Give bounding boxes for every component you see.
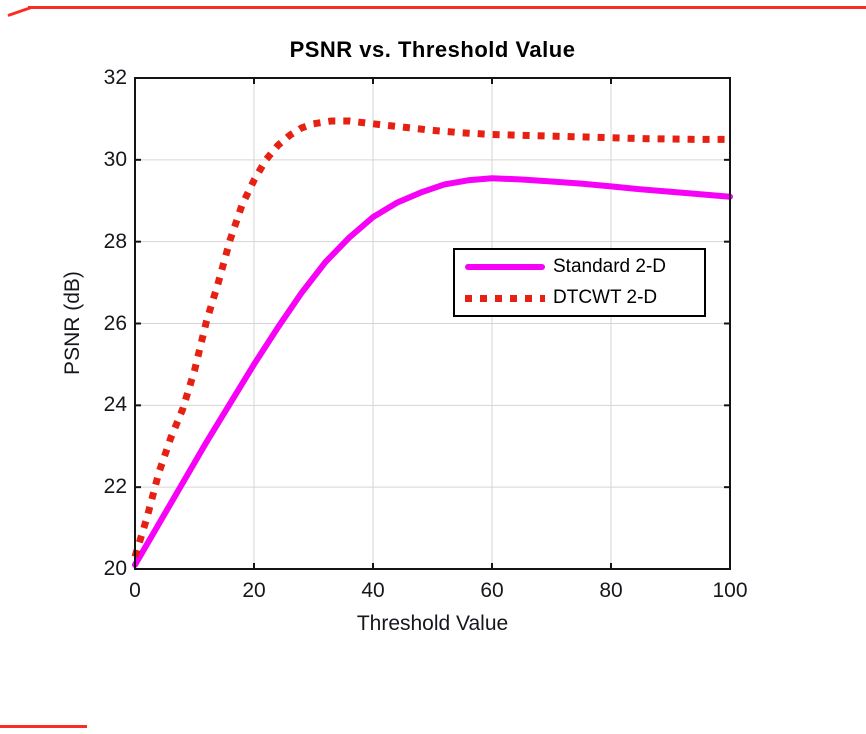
x-tick-label: 60 [480, 579, 504, 602]
x-tick-label: 20 [242, 579, 266, 602]
solid-line-sample [465, 263, 545, 270]
y-tick-label: 28 [103, 230, 127, 253]
y-tick-label: 32 [103, 66, 127, 89]
legend-item-dtcwt-2d: DTCWT 2-D [455, 283, 704, 313]
standard-2d-curve [132, 175, 733, 568]
legend-box: Standard 2-D DTCWT 2-D [453, 248, 706, 317]
legend-item-label: Standard 2-D [553, 255, 667, 277]
y-tick-label: 20 [103, 557, 127, 580]
legend-item-label: DTCWT 2-D [553, 287, 658, 309]
x-tick-label: 100 [712, 579, 748, 602]
red-annotation-bottom-line [0, 725, 87, 728]
y-tick-label: 24 [103, 393, 127, 416]
axes-border [134, 77, 731, 570]
x-tick-label: 80 [599, 579, 623, 602]
grid-lines [135, 78, 730, 569]
red-annotation-top-line [28, 6, 866, 9]
dtcwt-2d-curve [131, 117, 730, 558]
x-tick-label: 40 [361, 579, 385, 602]
x-axis-label: Threshold Value [356, 612, 509, 635]
legend-item-standard-2d: Standard 2-D [455, 252, 704, 282]
x-tick-label: 0 [129, 579, 141, 602]
y-tick-label: 26 [103, 312, 127, 335]
dotted-line-sample [465, 294, 545, 302]
y-tick-label: 22 [103, 475, 127, 498]
y-tick-label: 30 [103, 148, 127, 171]
chart-title: PSNR vs. Threshold Value [289, 37, 576, 62]
